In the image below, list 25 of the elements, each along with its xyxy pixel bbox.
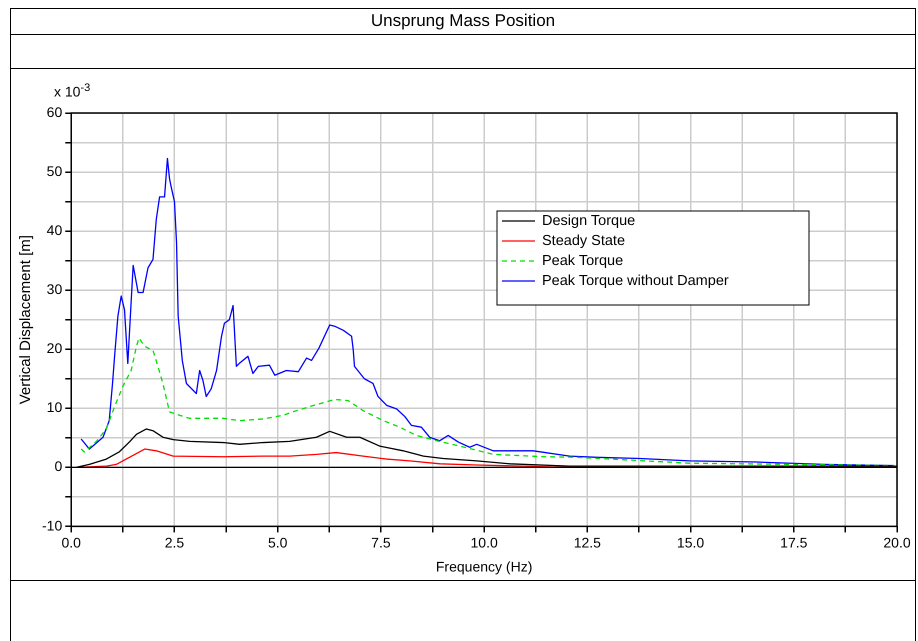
y-tick-label: 40 <box>46 222 62 238</box>
x-tick-label: 17.5 <box>780 534 808 551</box>
y-tick-label: -10 <box>42 517 62 534</box>
legend-label: Peak Torque <box>542 253 624 269</box>
x-tick-label: 15.0 <box>676 534 704 551</box>
x-tick-label: 7.5 <box>371 534 391 551</box>
legend-label: Design Torque <box>542 213 636 229</box>
y-tick-label: 60 <box>46 104 62 120</box>
x-tick-label: 0.0 <box>62 534 82 551</box>
x-tick-label: 2.5 <box>164 534 184 551</box>
x-tick-label: 5.0 <box>268 534 288 551</box>
x-axis-title: Frequency (Hz) <box>436 558 532 574</box>
y-tick-label: 20 <box>46 340 62 356</box>
chart-title: Unsprung Mass Position <box>11 9 915 35</box>
y-tick-label: 0 <box>54 458 62 474</box>
y-axis-title: Vertical Displacement [m] <box>17 235 34 404</box>
y-tick-label: 10 <box>46 399 62 416</box>
legend-label: Steady State <box>542 233 626 249</box>
text: x 10$^{-3}$ <box>54 82 90 100</box>
x-tick-label: 12.5 <box>574 534 602 551</box>
legend-label: Peak Torque without Damper <box>542 273 729 289</box>
x-tick-label: 20.0 <box>883 534 911 551</box>
y-tick-label: 50 <box>46 162 62 179</box>
x-tick-label: 10.0 <box>470 534 498 551</box>
y-tick-label: 30 <box>46 281 62 298</box>
